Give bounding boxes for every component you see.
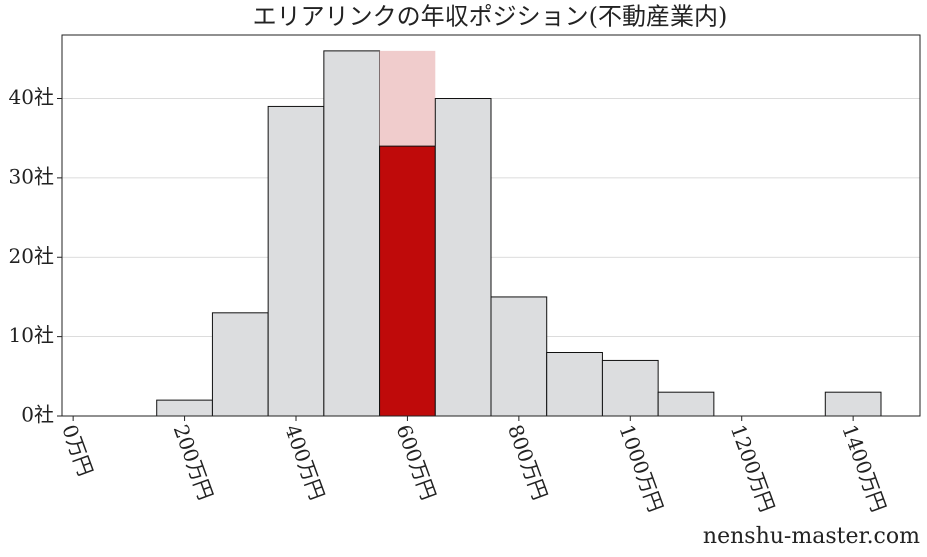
x-tick-label: 1000万円 — [614, 421, 668, 515]
y-tick-label: 40社 — [9, 85, 54, 109]
bar — [434, 98, 492, 417]
x-tick-label: 200万円 — [169, 421, 218, 503]
x-tick-label: 600万円 — [392, 421, 441, 503]
bar — [490, 296, 548, 417]
y-tick-label: 10社 — [9, 323, 54, 347]
chart-title: エリアリンクの年収ポジション(不動産業内) — [253, 3, 728, 31]
watermark: nenshu-master.com — [703, 524, 920, 549]
bar — [657, 391, 715, 417]
bar — [546, 352, 603, 417]
x-tick-label: 1200万円 — [726, 421, 780, 515]
y-tick-label: 0社 — [21, 403, 54, 427]
bar — [267, 105, 325, 417]
bar — [156, 399, 213, 417]
x-tick-label: 0万円 — [57, 421, 98, 479]
bar — [601, 359, 659, 417]
x-tick-label: 800万円 — [503, 421, 552, 503]
bar — [379, 145, 436, 417]
y-tick-label: 20社 — [9, 244, 54, 268]
bar — [211, 312, 269, 417]
bar — [323, 50, 381, 417]
plot-frame — [61, 34, 921, 417]
y-tick-label: 30社 — [9, 164, 54, 188]
x-tick-label: 400万円 — [280, 421, 329, 503]
x-tick-label: 1400万円 — [837, 421, 891, 515]
bar — [824, 391, 882, 417]
